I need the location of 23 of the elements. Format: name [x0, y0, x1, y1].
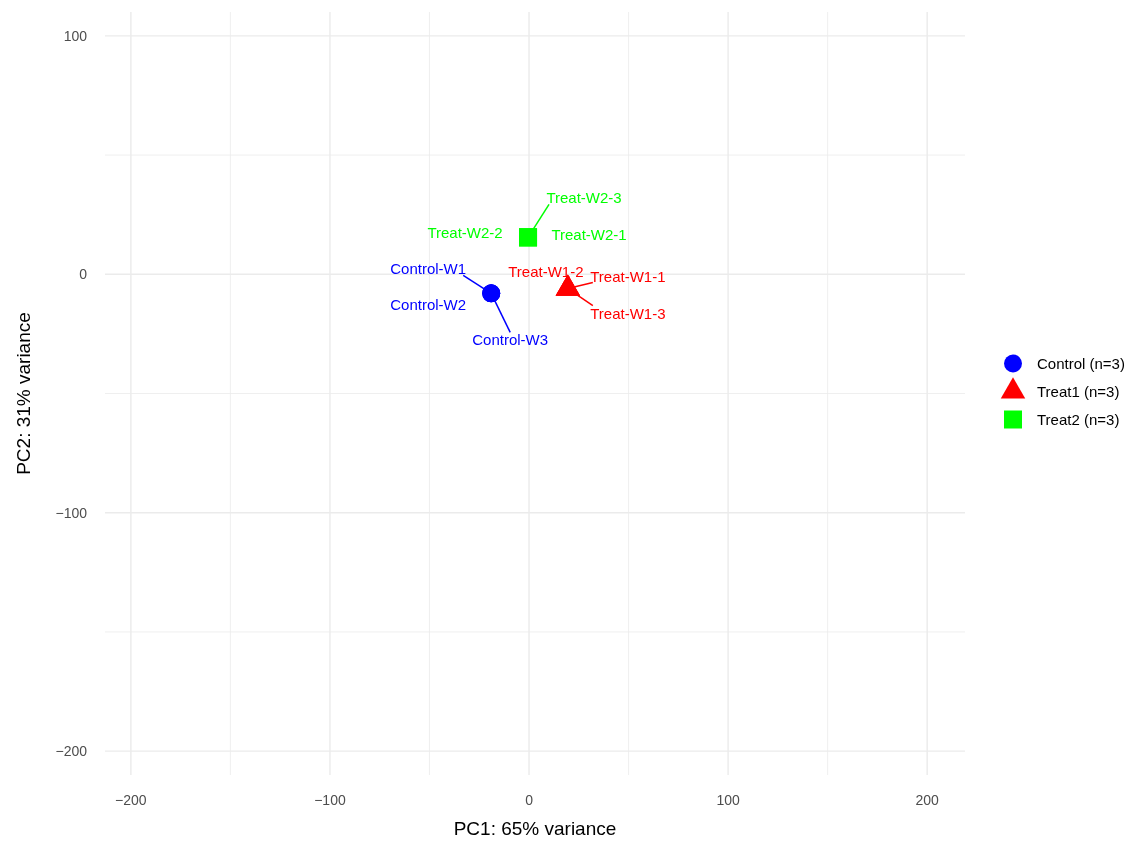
x-tick-label: 100: [716, 792, 740, 808]
y-axis-title: PC2: 31% variance: [13, 312, 34, 475]
y-tick-label: −200: [55, 743, 88, 760]
legend-label: Treat1 (n=3): [1037, 382, 1120, 400]
annotation: Treat-W1-3: [590, 304, 666, 322]
legend-label: Treat2 (n=3): [1037, 410, 1120, 428]
annotation: Treat-W2-2: [427, 224, 503, 242]
y-tick-label: −100: [55, 504, 88, 521]
x-tick-label: 200: [915, 792, 940, 808]
annotation: Treat-W2-3: [546, 189, 622, 207]
y-tick-label: 0: [79, 266, 88, 283]
x-tick-label: 0: [525, 792, 534, 808]
x-tick-label: −200: [115, 792, 147, 808]
annotation: Control-W1: [390, 260, 467, 278]
x-tick-label: −100: [314, 792, 346, 808]
y-tick-label: 100: [63, 27, 88, 44]
x-axis-title: PC1: 65% variance: [453, 818, 617, 839]
annotation: Treat-W1-1: [590, 267, 666, 285]
annotation: Control-W2: [390, 296, 467, 314]
annotation: Treat-W2-1: [551, 226, 627, 244]
annotation: Treat-W1-2: [508, 262, 584, 280]
legend-label: Control (n=3): [1037, 354, 1125, 372]
annotation: Control-W3: [472, 331, 549, 349]
